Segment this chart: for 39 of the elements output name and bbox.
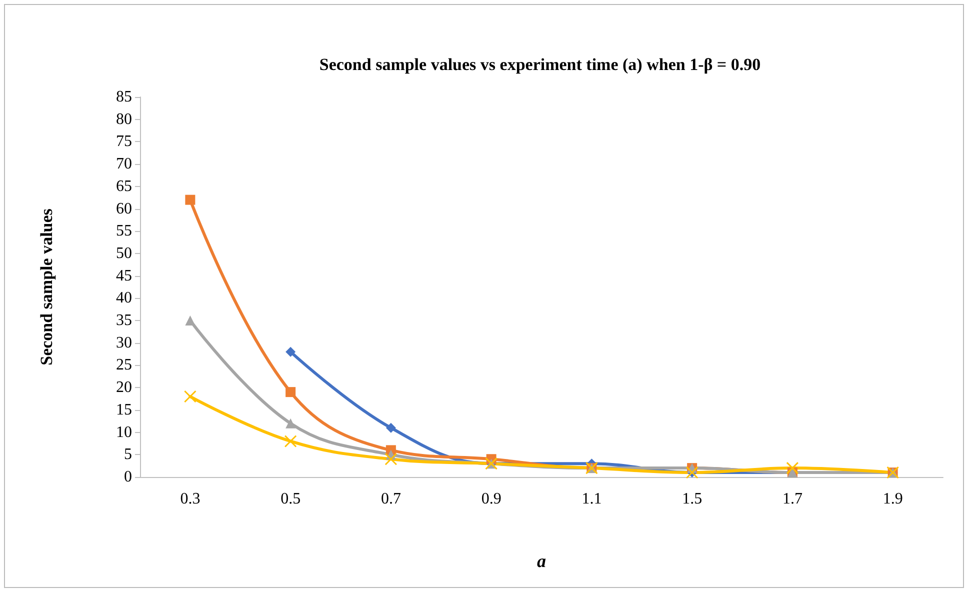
x-tick-label: 1.9 — [882, 490, 903, 508]
y-tick-label: 35 — [116, 312, 132, 330]
point — [286, 387, 296, 398]
x-tick-label: 1.5 — [682, 490, 702, 508]
y-tick-label: 45 — [116, 267, 132, 284]
y-tick-label: 50 — [116, 244, 132, 262]
y-tick-label: 5 — [124, 446, 132, 464]
point — [384, 452, 398, 466]
point — [284, 434, 297, 448]
y-tick-label: 25 — [116, 356, 132, 374]
y-tick-label: 75 — [116, 133, 132, 150]
y-tick-label: 15 — [116, 401, 132, 418]
x-tick-label: 0.5 — [280, 490, 301, 508]
y-tick-label: 60 — [116, 200, 132, 218]
y-tick-label: 85 — [116, 88, 132, 106]
x-tick-label: 1.1 — [582, 490, 602, 508]
point — [786, 462, 799, 474]
y-tick-label: 20 — [116, 379, 132, 396]
point — [185, 316, 196, 326]
point — [184, 390, 196, 403]
y-tick-label: 40 — [116, 290, 132, 307]
point — [185, 194, 196, 205]
y-tick-label: 55 — [116, 222, 132, 240]
x-tick-label: 0.3 — [180, 490, 200, 508]
chart-title: Second sample values vs experiment time (a) when 1-β = 0.90 — [319, 55, 761, 74]
x-tick-label: 1.7 — [782, 490, 802, 508]
y-tick-label: 70 — [116, 156, 132, 173]
y-tick-label: 80 — [116, 110, 132, 128]
y-tick-label: 0 — [124, 468, 132, 486]
y-tick-label: 65 — [116, 178, 132, 195]
x-tick-label: 0.7 — [380, 490, 401, 508]
y-tick-label: 10 — [116, 424, 132, 441]
point — [386, 422, 396, 433]
x-axis-title: a — [537, 551, 546, 571]
x-tick-label: 0.9 — [481, 490, 502, 508]
point — [286, 418, 296, 428]
y-tick-label: 30 — [116, 334, 132, 352]
y-axis-title: Second sample values — [37, 208, 56, 366]
point — [286, 346, 296, 357]
